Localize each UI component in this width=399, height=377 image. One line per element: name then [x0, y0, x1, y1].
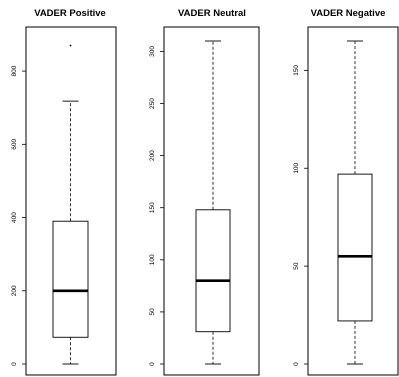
- panel-vader-negative: VADER Negative 0 50 100 150: [293, 8, 399, 376]
- plot-frame: [163, 26, 260, 376]
- y-tick-label: 800: [11, 65, 18, 76]
- chart-title: VADER Negative: [311, 8, 386, 19]
- y-tick-label: 0: [149, 362, 156, 366]
- y-tick-label: 300: [149, 46, 156, 57]
- y-tick-label: 200: [149, 150, 156, 161]
- y-tick-label: 600: [11, 139, 18, 150]
- plot-frame: [25, 26, 117, 376]
- y-tick-label: 250: [149, 98, 156, 109]
- y-tick-label: 150: [149, 202, 156, 213]
- panel-vader-positive: VADER Positive 0 200 400 600 800: [11, 8, 117, 376]
- chart-title: VADER Neutral: [178, 8, 246, 19]
- y-tick-label: 150: [293, 65, 300, 76]
- y-tick-label: 100: [293, 162, 300, 173]
- iqr-box: [337, 173, 373, 322]
- plot-frame: [307, 26, 399, 376]
- iqr-box: [195, 209, 231, 333]
- chart-title: VADER Positive: [34, 8, 106, 19]
- y-tick-label: 0: [11, 362, 18, 366]
- y-tick-label: 50: [293, 262, 300, 270]
- outlier-point: [69, 44, 72, 47]
- y-tick-label: 400: [11, 212, 18, 223]
- panel-vader-neutral: VADER Neutral 0 50 100 150 200 250 300: [149, 8, 260, 376]
- y-tick-label: 200: [11, 285, 18, 296]
- iqr-box: [52, 220, 89, 338]
- y-tick-label: 50: [149, 308, 156, 316]
- y-tick-label: 100: [149, 254, 156, 265]
- y-tick-label: 0: [293, 362, 300, 366]
